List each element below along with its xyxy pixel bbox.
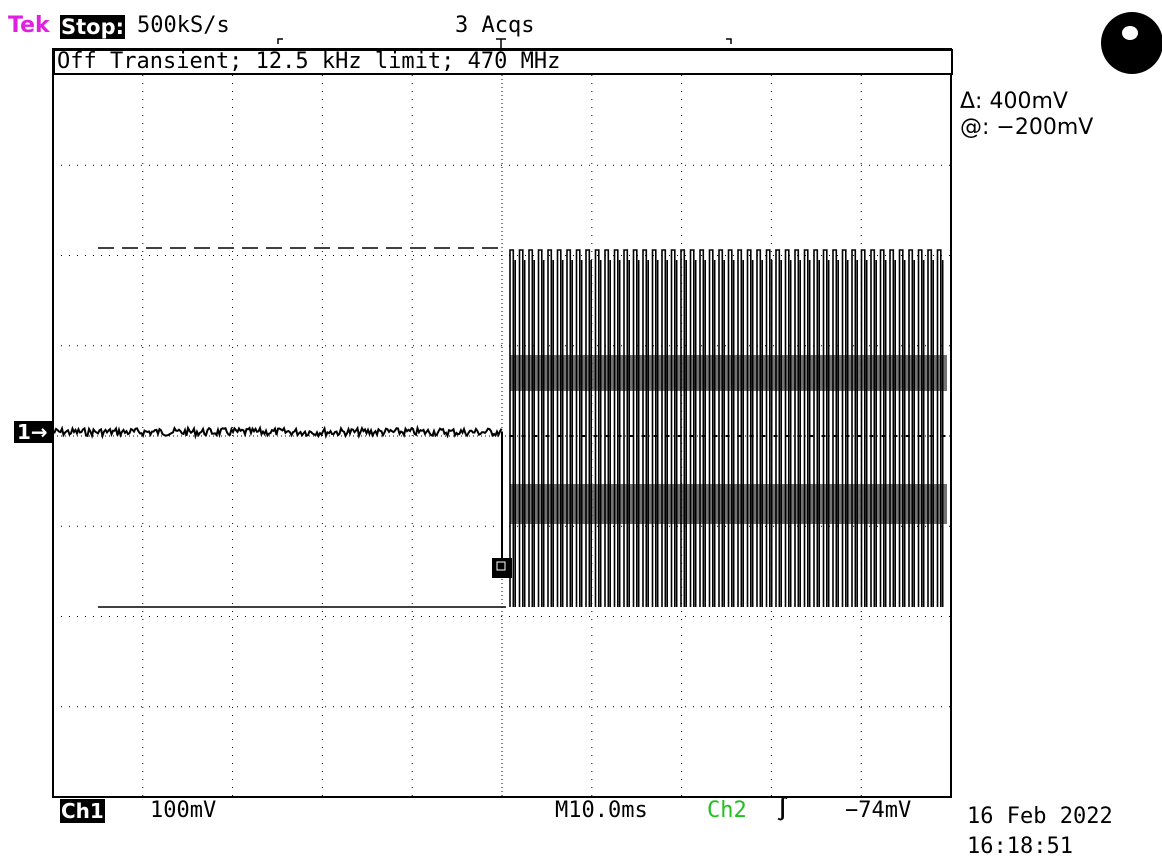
time-stamp: 16:18:51: [967, 834, 1073, 859]
waveform-band-lower: [510, 484, 947, 524]
trigger-position-icon: [492, 558, 512, 578]
channel-1-marker-label: 1→: [17, 420, 48, 444]
cursor-delta-readout: Δ: 400mV: [960, 89, 1068, 114]
brand-label: Tek: [8, 13, 50, 38]
cursor-position-readout: @: −200mV: [960, 115, 1094, 140]
menu-title: Off Transient; 12.5 kHz limit; 470 MHz: [57, 49, 561, 74]
waveform-band-upper: [510, 355, 947, 391]
position-bracket-left: [277, 38, 283, 44]
waveform-pulse-train: [509, 249, 944, 607]
time-per-division: M10.0ms: [555, 798, 648, 823]
channel-label: Ch1: [60, 799, 105, 823]
sample-rate: 500kS/s: [137, 13, 230, 38]
trigger-point-marker-icon: [496, 38, 506, 49]
volts-per-division: 100mV: [150, 798, 217, 823]
acquisition-status-icon: [1101, 12, 1162, 74]
run-status-badge: Stop:: [60, 15, 126, 39]
menu-title-bar: Off Transient; 12.5 kHz limit; 470 MHz: [53, 49, 953, 75]
waveform-baseline: [52, 424, 503, 440]
channel-1-ground-marker: 1→: [14, 420, 52, 444]
position-bracket-right: [726, 38, 732, 44]
date-stamp: 16 Feb 2022: [967, 804, 1113, 829]
acquisition-count: 3 Acqs: [455, 13, 535, 38]
trigger-position-glyph: [496, 561, 506, 571]
trigger-level: −74mV: [845, 798, 912, 823]
trigger-source: Ch2: [707, 798, 747, 823]
trigger-edge-icon: ∫: [776, 797, 790, 822]
